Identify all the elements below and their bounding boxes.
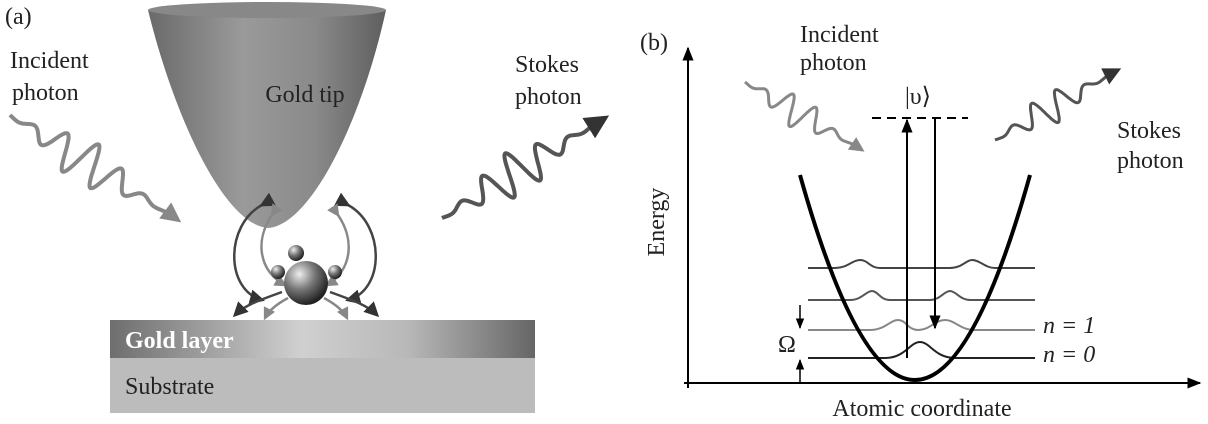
x-axis-label: Atomic coordinate	[832, 396, 1011, 422]
stokes-label: Stokes	[515, 52, 579, 78]
virtual-state-label: |υ⟩	[905, 84, 931, 110]
potential	[798, 174, 1032, 382]
stokes-label: photon	[515, 84, 582, 110]
incident-label: photon	[800, 50, 867, 76]
photon-wave	[8, 113, 182, 223]
photon-wave	[441, 115, 610, 220]
gold-layer	[110, 320, 535, 358]
substrate-label: Substrate	[125, 374, 214, 400]
tip-top	[148, 2, 386, 18]
y-axis-label: Energy	[644, 188, 670, 257]
field-lines	[232, 192, 380, 321]
tip-label: Gold tip	[265, 82, 344, 108]
spacing-label: Ω	[778, 332, 796, 358]
panel-label: (a)	[5, 4, 32, 30]
incident-label: Incident	[10, 48, 89, 74]
gold-tip	[148, 10, 386, 228]
atom	[288, 245, 304, 261]
gold-layer-label: Gold layer	[125, 328, 234, 354]
atom	[271, 265, 285, 279]
level-label: n = 1	[1043, 313, 1095, 339]
panel-label: (b)	[640, 30, 668, 56]
photon-wave	[744, 80, 865, 152]
levels	[808, 258, 1035, 359]
stokes-label: Stokes	[1117, 118, 1181, 144]
substrate	[110, 358, 535, 413]
level-label: n = 0	[1043, 342, 1095, 368]
stokes-label: photon	[1117, 148, 1184, 174]
incident-label: Incident	[800, 22, 879, 48]
photon-wave	[994, 68, 1122, 142]
atom	[328, 265, 342, 279]
incident-label: photon	[12, 80, 79, 106]
atom	[284, 261, 328, 305]
